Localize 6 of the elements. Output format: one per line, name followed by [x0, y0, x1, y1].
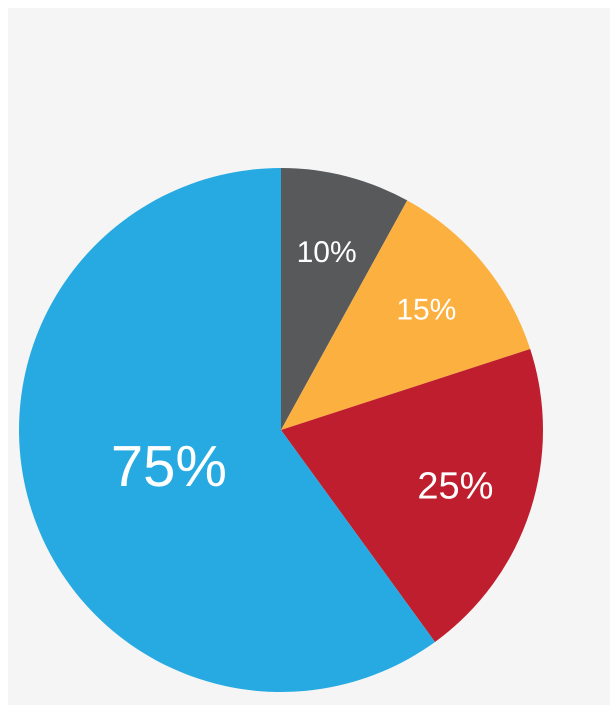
- data-label: 15%: [396, 293, 456, 326]
- data-label: 25%: [417, 466, 494, 508]
- data-label: 75%: [110, 434, 227, 499]
- pie-slice: [281, 200, 530, 430]
- data-label: 10%: [296, 236, 357, 269]
- pie-slice: [281, 349, 542, 642]
